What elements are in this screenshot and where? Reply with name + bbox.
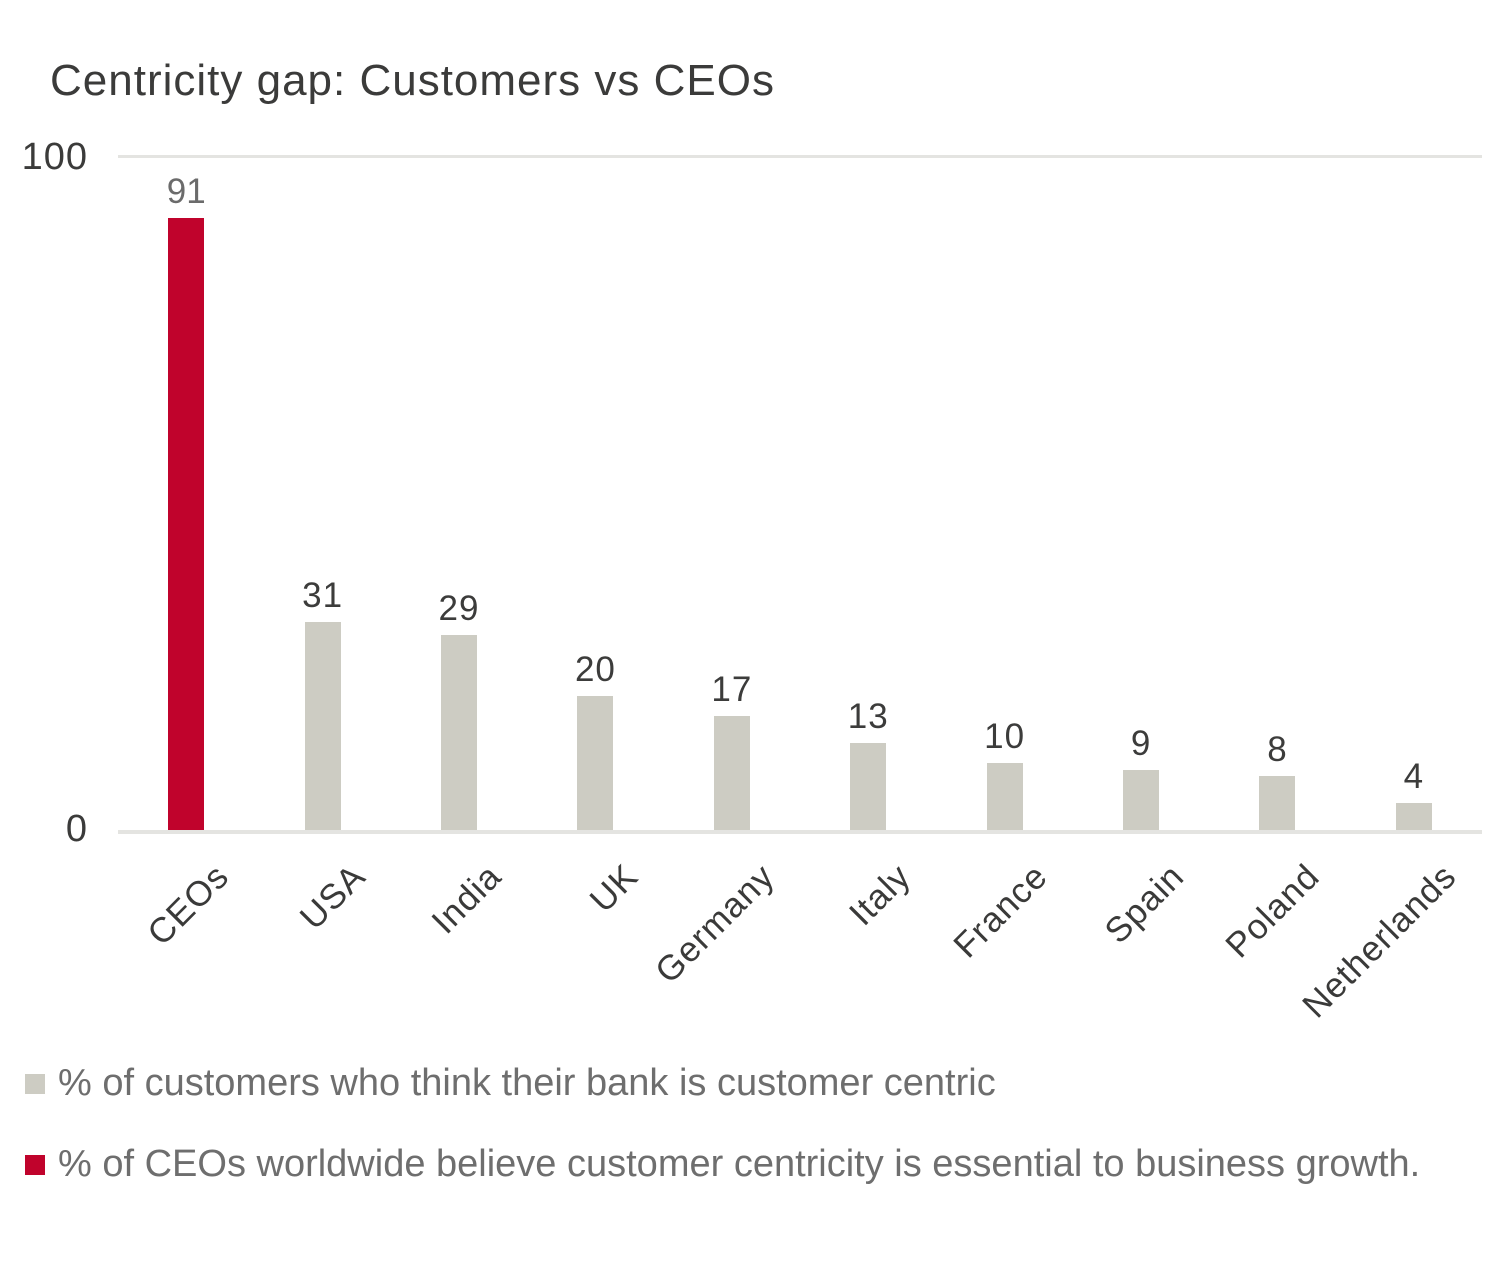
bar-usa (304, 621, 341, 830)
bar-uk (577, 695, 614, 830)
bars: 91 31 29 20 17 13 10 9 8 4 (118, 158, 1482, 830)
bar-value-label-netherlands: 4 (1403, 757, 1425, 797)
category-label-uk: UK (582, 856, 646, 920)
category-label-spain: Spain (1096, 856, 1192, 952)
bar-netherlands (1395, 803, 1432, 830)
bar-value-label-poland: 8 (1267, 730, 1288, 770)
legend-label-customers: % of customers who think their bank is c… (58, 1062, 996, 1104)
category-label-italy: Italy (841, 856, 919, 934)
bar-india (441, 635, 478, 830)
bar-slot-india: 29 (391, 158, 527, 830)
bar-slot-germany: 17 (664, 158, 800, 830)
x-label-slot-uk: UK (527, 844, 663, 1059)
legend-row-customers: % of customers who think their bank is c… (25, 1062, 1420, 1105)
category-label-france: France (945, 856, 1055, 966)
y-axis-tick-100: 100 (21, 136, 88, 178)
x-label-slot-netherlands: Netherlands (1295, 844, 1482, 1059)
legend: % of customers who think their bank is c… (25, 1062, 1420, 1186)
x-label-slot-italy: Italy (800, 844, 936, 1059)
bar-slot-spain: 9 (1073, 158, 1209, 830)
bar-slot-uk: 20 (527, 158, 663, 830)
category-label-usa: USA (292, 856, 373, 938)
category-label-germany: Germany (647, 856, 782, 991)
bar-value-label-spain: 9 (1130, 723, 1152, 763)
bar-slot-france: 10 (936, 158, 1072, 830)
bar-slot-usa: 31 (254, 158, 390, 830)
x-label-slot-germany: Germany (648, 844, 800, 1059)
bar-slot-ceos: 91 (118, 158, 254, 830)
bar-value-label-france: 10 (984, 716, 1026, 756)
x-label-slot-france: France (936, 844, 1072, 1059)
bar-ceos (168, 218, 205, 830)
category-label-ceos: CEOs (139, 856, 237, 954)
bar-italy (850, 742, 887, 830)
bar-value-label-germany: 17 (711, 669, 753, 709)
ceos-series-swatch-icon (25, 1154, 45, 1175)
bar-slot-italy: 13 (800, 158, 936, 830)
y-axis-tick-0: 0 (65, 808, 88, 850)
bar-germany (713, 715, 750, 830)
legend-label-ceos: % of CEOs worldwide believe customer cen… (58, 1143, 1421, 1185)
bar-value-label-ceos: 91 (166, 172, 206, 212)
bar-value-label-italy: 13 (847, 696, 889, 736)
bar-value-label-india: 29 (438, 589, 480, 629)
x-label-slot-india: India (391, 844, 527, 1059)
x-label-slot-poland: Poland (1209, 844, 1345, 1059)
bar-slot-poland: 8 (1209, 158, 1345, 830)
legend-row-ceos: % of CEOs worldwide believe customer cen… (25, 1143, 1420, 1186)
bar-value-label-usa: 31 (302, 575, 344, 615)
bar-value-label-uk: 20 (574, 649, 616, 689)
x-label-slot-usa: USA (254, 844, 390, 1059)
chart-title: Centricity gap: Customers vs CEOs (50, 56, 775, 105)
category-label-poland: Poland (1218, 856, 1328, 966)
x-label-slot-spain: Spain (1073, 844, 1209, 1059)
customers-series-swatch-icon (25, 1073, 45, 1094)
category-label-india: India (424, 856, 510, 942)
bar-france (986, 762, 1023, 830)
x-label-slot-ceos: CEOs (118, 844, 254, 1059)
bar-slot-netherlands: 4 (1346, 158, 1482, 830)
x-labels: CEOs USA India UK Germany Italy France Spain Pol… (118, 844, 1482, 1059)
bar-poland (1259, 776, 1296, 830)
bar-spain (1123, 769, 1160, 830)
plot-area: 91 31 29 20 17 13 10 9 8 4 (118, 155, 1482, 834)
